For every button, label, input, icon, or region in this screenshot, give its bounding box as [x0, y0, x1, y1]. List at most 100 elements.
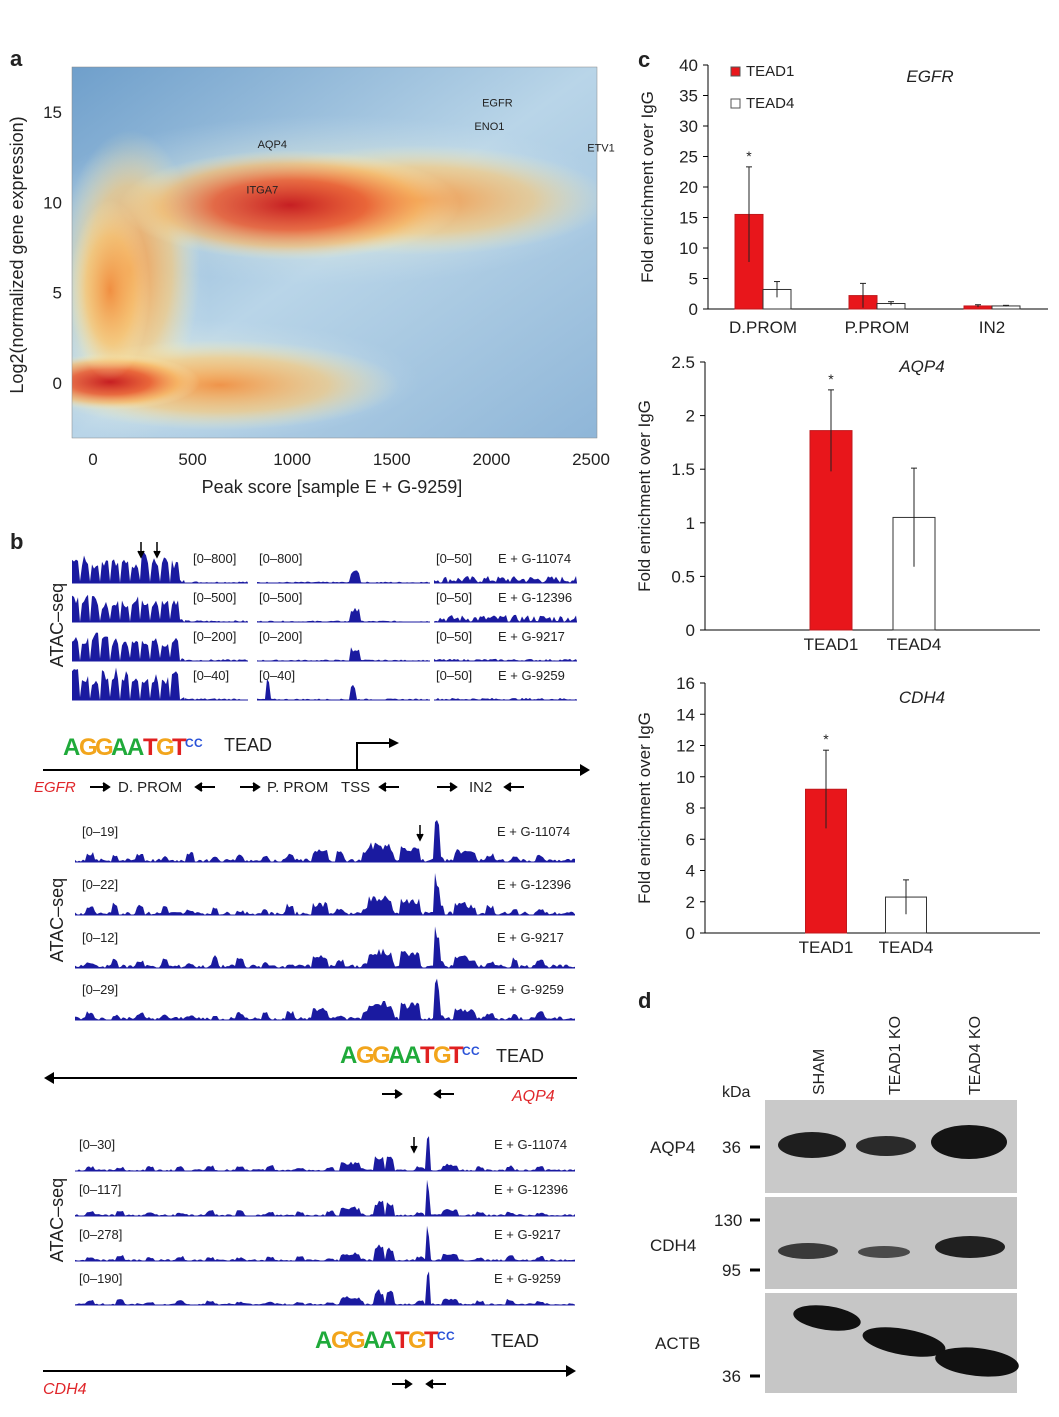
density-heatmap — [72, 67, 597, 438]
y-tick-labels: 0 5 10 15 — [43, 103, 62, 393]
band — [778, 1132, 846, 1158]
lane-tead4-ko: TEAD4 KO — [967, 1016, 984, 1095]
atac-signal-egfr-pprom — [257, 607, 430, 622]
x-tick-label: P.PROM — [845, 318, 910, 337]
arrow-down-icon — [137, 542, 145, 559]
motif-letter: G — [408, 1327, 427, 1354]
y-tick-label: 30 — [679, 117, 698, 136]
track-range: [0–50] — [436, 629, 472, 644]
atac-signal-egfr-dprom — [72, 667, 185, 700]
y-tick-label: 2.5 — [671, 353, 695, 372]
legend-label: TEAD4 — [746, 95, 794, 112]
atac-tracks: [0–800] [0–800] [0–50] E + G-11074 [0–500] [0… — [72, 542, 577, 1306]
atac-signal-aqp4 — [75, 926, 575, 968]
band — [935, 1236, 1005, 1258]
track-range: [0–40] — [193, 668, 229, 683]
arrow-down-icon — [410, 1137, 418, 1154]
y-tick-label: 15 — [679, 209, 698, 228]
band — [858, 1246, 910, 1258]
y-tick-label: 5 — [53, 284, 62, 303]
primer-arrows — [382, 1089, 454, 1099]
atac-signal-aqp4 — [75, 820, 575, 862]
y-axis-label: Log2(normalized gene expression) — [7, 116, 27, 393]
lane-sham: SHAM — [811, 1049, 828, 1095]
blot-protein-aqp4: AQP4 — [650, 1138, 695, 1157]
track-range: [0–12] — [82, 930, 118, 945]
gene-label-eno1: ENO1 — [474, 121, 504, 133]
arrow-down-icon — [153, 542, 161, 559]
x-tick-label: TEAD1 — [804, 635, 859, 654]
y-axis-label: Fold enrichment over IgG — [635, 400, 654, 592]
atac-signal-egfr-dprom — [72, 632, 185, 661]
marker-130: 130 — [714, 1211, 742, 1230]
sample-label: E + G-9259 — [497, 982, 564, 997]
atac-label-egfr: ATAC–seq — [47, 583, 67, 667]
atac-signal-egfr-in2 — [434, 658, 577, 661]
track-range: [0–500] — [259, 590, 302, 605]
motif-letter: A — [363, 1327, 380, 1354]
y-tick-label: 0 — [686, 621, 695, 640]
track-range: [0–800] — [193, 551, 236, 566]
y-tick-label: 5 — [689, 270, 698, 289]
chart-title: CDH4 — [899, 688, 945, 707]
gene-label-etv1: ETV1 — [587, 143, 615, 155]
motif-letter: T — [424, 1327, 439, 1354]
motif-letter: T — [395, 1327, 410, 1354]
motif-letter: G — [95, 734, 114, 761]
band — [862, 1327, 946, 1357]
band — [793, 1305, 861, 1331]
x-tick-label: TEAD1 — [799, 938, 854, 957]
gene-name-cdh4: CDH4 — [43, 1381, 87, 1398]
atac-signal-aqp4 — [75, 978, 575, 1020]
y-tick-label: 0 — [689, 300, 698, 319]
sample-label: E + G-9217 — [494, 1227, 561, 1242]
motif-letter: G — [347, 1327, 366, 1354]
arrow-left-icon — [194, 782, 215, 792]
legend-label: TEAD1 — [746, 63, 794, 80]
sample-label: E + G-9259 — [498, 668, 565, 683]
track-range: [0–50] — [436, 668, 472, 683]
y-tick-label: 0.5 — [671, 567, 695, 586]
y-tick-label: 6 — [686, 830, 695, 849]
motif-letter: A — [340, 1042, 357, 1069]
arrow-left-icon — [378, 782, 399, 792]
x-tick-label: 500 — [178, 450, 206, 469]
x-tick-label: 1500 — [373, 450, 411, 469]
band — [931, 1125, 1007, 1159]
legend-swatch — [730, 66, 741, 77]
arrow-right-icon — [90, 782, 111, 792]
motif-letter: A — [111, 734, 128, 761]
atac-label-cdh4: ATAC–seq — [47, 1178, 67, 1262]
y-tick-label: 35 — [679, 87, 698, 106]
track-range: [0–50] — [436, 590, 472, 605]
arrow-right-icon — [437, 782, 458, 792]
band — [778, 1243, 838, 1259]
y-tick-label: 1 — [686, 514, 695, 533]
motif-letter: T — [143, 734, 158, 761]
track-range: [0–30] — [79, 1137, 115, 1152]
y-tick-label: 10 — [43, 193, 62, 212]
region-p-prom: P. PROM — [267, 779, 328, 796]
track-range: [0–500] — [193, 590, 236, 605]
motif-label: TEAD — [496, 1046, 544, 1066]
arrow-left-icon — [433, 1089, 454, 1099]
significance-marker: * — [828, 371, 834, 387]
motif-letter: G — [156, 734, 175, 761]
track-range: [0–200] — [259, 629, 302, 644]
motif-letter: T — [172, 734, 187, 761]
arrow-right-icon — [392, 1379, 413, 1389]
gene-name-egfr: EGFR — [34, 779, 76, 796]
x-tick-label: D.PROM — [729, 318, 797, 337]
motif-letter: A — [315, 1327, 332, 1354]
significance-marker: * — [823, 731, 829, 747]
atac-signal-egfr-dprom — [72, 550, 185, 583]
track-range: [0–29] — [82, 982, 118, 997]
atac-signal-egfr-pprom — [257, 647, 430, 661]
chart-title: EGFR — [906, 67, 953, 86]
atac-signal-egfr-pprom — [257, 570, 430, 583]
atac-signal-egfr-in2 — [434, 614, 577, 622]
